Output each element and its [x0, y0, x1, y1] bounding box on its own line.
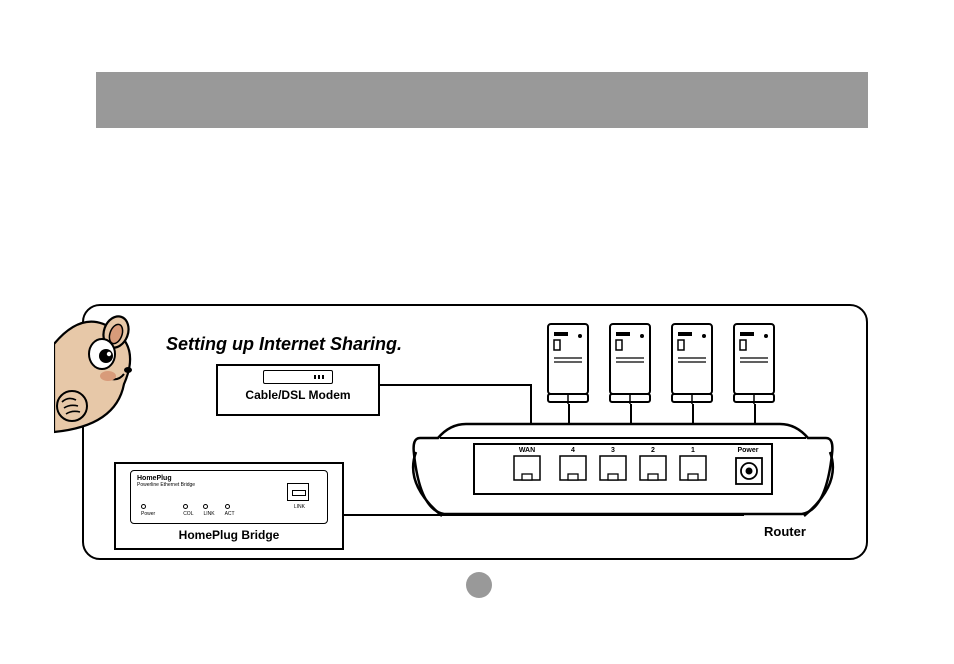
- modem-device-icon: [263, 370, 333, 384]
- page-number-dot: [466, 572, 492, 598]
- pc-icon: [668, 322, 716, 404]
- svg-text:4: 4: [571, 447, 575, 454]
- modem-box: Cable/DSL Modem: [216, 364, 380, 416]
- svg-text:3: 3: [611, 447, 615, 454]
- bridge-port-label: LINK: [294, 504, 305, 510]
- svg-text:1: 1: [691, 447, 695, 454]
- mascot-character: [54, 314, 152, 434]
- router-label: Router: [764, 524, 806, 539]
- bridge-box: HomePlug Powerline Ethernet Bridge LINK …: [114, 462, 344, 550]
- bridge-port-icon: [287, 483, 309, 501]
- bridge-brand: HomePlug: [137, 475, 321, 482]
- pc-icon: [730, 322, 778, 404]
- svg-text:Power: Power: [737, 447, 758, 454]
- diagram-title: Setting up Internet Sharing.: [166, 334, 402, 355]
- svg-text:WAN: WAN: [519, 447, 535, 454]
- wire: [380, 384, 530, 386]
- diagram-frame: Setting up Internet Sharing. Cable/DSL M…: [82, 304, 868, 560]
- pc-icon: [606, 322, 654, 404]
- bridge-device-icon: HomePlug Powerline Ethernet Bridge LINK …: [130, 470, 328, 524]
- bridge-label: HomePlug Bridge: [116, 528, 342, 542]
- pc-icon: [544, 322, 592, 404]
- header-bar: [96, 72, 868, 128]
- bridge-leds: Power COL LINK ACT: [141, 504, 235, 517]
- svg-text:2: 2: [651, 447, 655, 454]
- pc-group: [544, 322, 778, 404]
- router-power: Power: [736, 447, 762, 484]
- modem-label: Cable/DSL Modem: [218, 388, 378, 402]
- router-device: WAN 4 3 2 1 Power: [410, 414, 836, 524]
